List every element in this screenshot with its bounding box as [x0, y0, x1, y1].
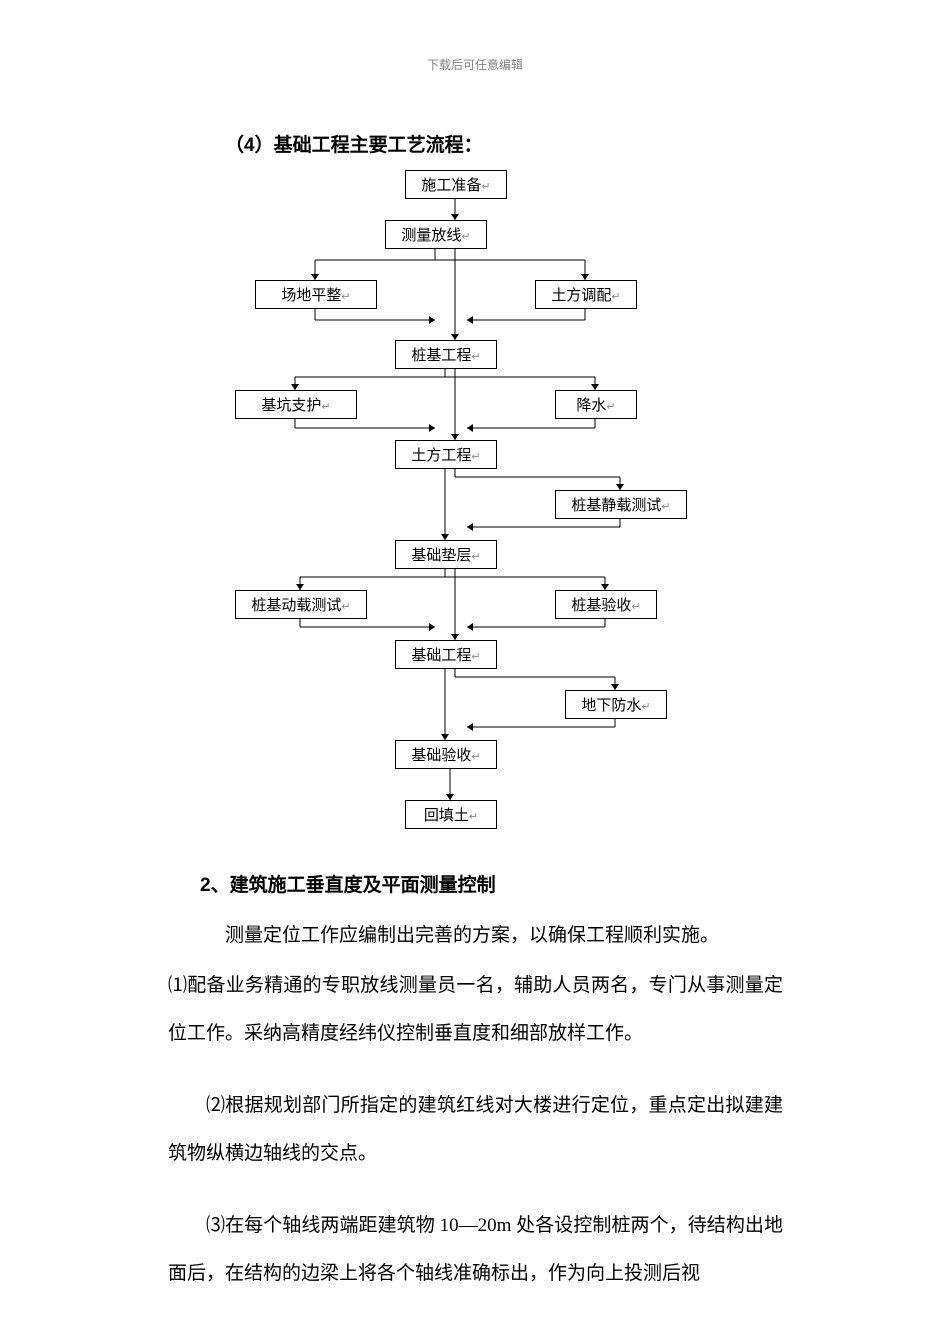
flow-node-n16: 回填土↵: [405, 800, 497, 829]
flow-node-n15: 基础验收↵: [395, 740, 497, 769]
section-heading-4: （4）基础工程主要工艺流程：: [225, 130, 483, 157]
header-note: 下载后可任意编辑: [0, 56, 950, 73]
flow-node-n4: 土方调配↵: [535, 280, 637, 309]
paragraph-2: ⑵根据规划部门所指定的建筑红线对大楼进行定位，重点定出拟建建筑物纵横边轴线的交点…: [168, 1082, 783, 1177]
flow-node-n8: 土方工程↵: [395, 440, 497, 469]
flow-node-n14: 地下防水↵: [565, 690, 667, 719]
paragraph-1: ⑴配备业务精通的专职放线测量员一名，辅助人员两名，专门从事测量定位工作。采纳高精…: [168, 962, 783, 1057]
flow-node-n1: 施工准备↵: [405, 170, 507, 199]
section-heading-2: 2、建筑施工垂直度及平面测量控制: [200, 870, 496, 897]
flow-node-n10: 基础垫层↵: [395, 540, 497, 569]
flow-node-n7: 降水↵: [555, 390, 637, 419]
flow-node-n3: 场地平整↵: [255, 280, 377, 309]
flow-node-n13: 基础工程↵: [395, 640, 497, 669]
flow-node-n9: 桩基静载测试↵: [555, 490, 687, 519]
flow-node-n11: 桩基动载测试↵: [235, 590, 367, 619]
flowchart: 施工准备↵ 测量放线↵ 场地平整↵ 土方调配↵ 桩基工程↵ 基坑支护↵ 降水↵ 土方工程↵ 桩基…: [235, 170, 705, 830]
flow-node-n6: 基坑支护↵: [235, 390, 357, 419]
flow-node-n12: 桩基验收↵: [555, 590, 657, 619]
flow-node-n2: 测量放线↵: [385, 220, 487, 249]
paragraph-3: ⑶在每个轴线两端距建筑物 10—20m 处各设控制桩两个，待结构出地面后，在结构…: [168, 1202, 783, 1297]
lead-paragraph: 测量定位工作应编制出完善的方案，以确保工程顺利实施。: [225, 920, 719, 947]
flow-node-n5: 桩基工程↵: [395, 340, 497, 369]
